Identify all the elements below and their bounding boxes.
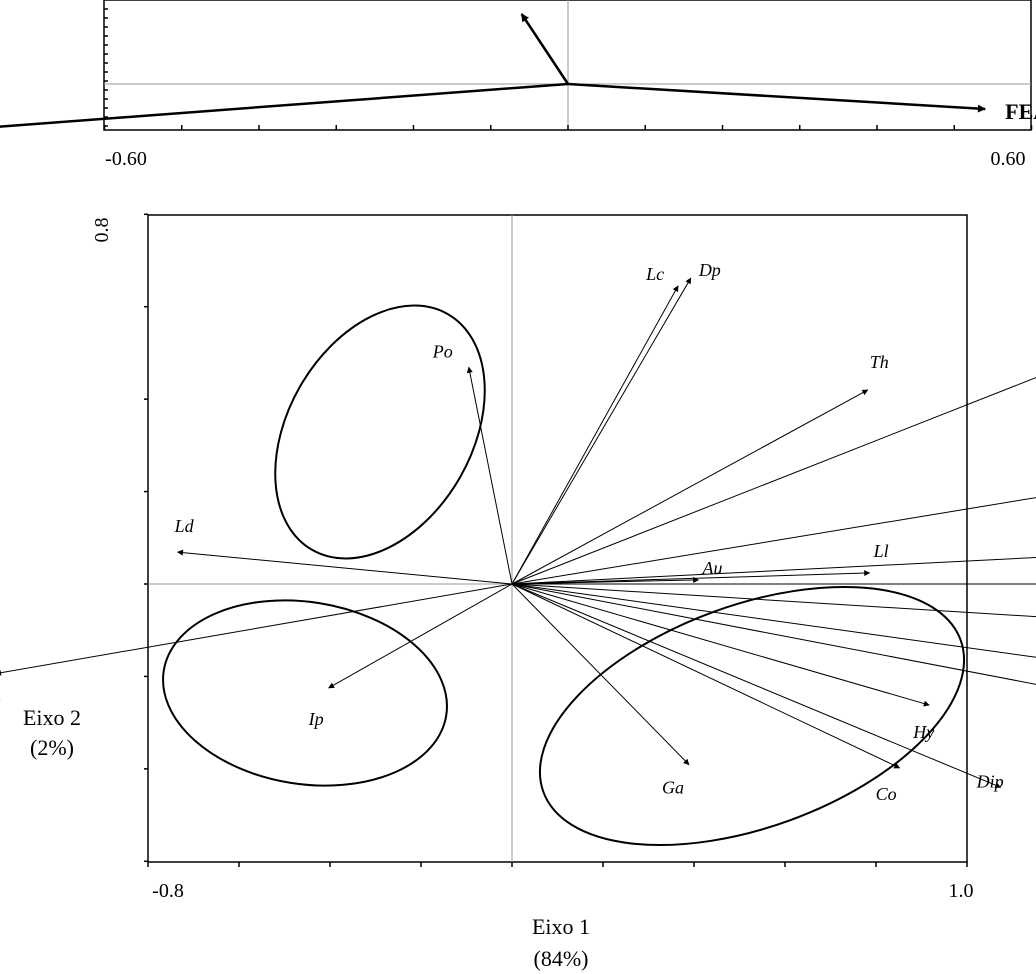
taxa-group-ellipses bbox=[162, 304, 966, 847]
x-axis-title: Eixo 1 bbox=[532, 914, 590, 939]
taxon-vector-ll bbox=[511, 570, 871, 585]
taxa-vectors: LcDpSyThOrEnLlAuFoAcAraIsHyDipCoGaIpHeLd… bbox=[0, 260, 1036, 804]
taxon-label-ga: Ga bbox=[662, 778, 684, 798]
env-x-tick-min: -0.60 bbox=[105, 148, 147, 170]
taxon-label-th: Th bbox=[870, 352, 889, 372]
y-axis-pct: (2%) bbox=[30, 735, 74, 760]
taxon-label-ll: Ll bbox=[873, 541, 889, 561]
taxon-label-dip: Dip bbox=[976, 771, 1004, 791]
taxon-vector-en bbox=[511, 557, 1036, 585]
taxon-label-ld: Ld bbox=[174, 516, 195, 536]
taxon-label-he: He bbox=[0, 692, 1, 712]
env-vector-fem bbox=[520, 13, 570, 85]
env-panel: FEMFEAFEI -0.60 0.60 bbox=[0, 0, 1036, 170]
taxon-label-co: Co bbox=[876, 784, 897, 804]
group-ellipse-1 bbox=[274, 304, 486, 560]
y-axis-title: Eixo 2 bbox=[23, 705, 81, 730]
taxon-vector-ara bbox=[511, 583, 1036, 658]
taxa-x-tick-min: -0.8 bbox=[152, 880, 184, 902]
taxon-vector-sy bbox=[511, 377, 1036, 585]
taxon-vector-th bbox=[511, 389, 869, 585]
taxa-panel: LcDpSyThOrEnLlAuFoAcAraIsHyDipCoGaIpHeLd… bbox=[0, 213, 1036, 971]
env-ticks bbox=[103, 8, 1033, 130]
taxon-label-po: Po bbox=[432, 341, 453, 361]
taxa-y-tick-top: 0.8 bbox=[91, 218, 113, 243]
taxon-label-hy: Hy bbox=[912, 722, 934, 742]
env-vector-fea bbox=[567, 82, 986, 113]
taxon-vector-po bbox=[466, 366, 513, 585]
x-axis-pct: (84%) bbox=[534, 946, 589, 971]
taxon-vector-co bbox=[511, 583, 901, 769]
env-vector-fei bbox=[0, 82, 569, 128]
env-x-tick-max: 0.60 bbox=[991, 148, 1026, 170]
taxon-vector-is bbox=[511, 583, 1036, 685]
taxon-vector-ld bbox=[176, 549, 513, 585]
taxon-vector-ac bbox=[511, 583, 1036, 618]
taxon-vector-au bbox=[511, 576, 700, 585]
taxon-label-lc: Lc bbox=[645, 264, 664, 284]
taxon-label-ip: Ip bbox=[308, 709, 324, 729]
env-label-fea: FEA bbox=[1005, 99, 1036, 124]
env-vectors: FEMFEAFEI bbox=[0, 13, 1036, 128]
taxon-vector-or bbox=[511, 497, 1036, 585]
taxon-vector-lc bbox=[511, 285, 679, 585]
taxon-vector-dip bbox=[511, 583, 1002, 789]
taxa-plot-frame bbox=[147, 214, 968, 863]
taxa-ticks bbox=[144, 213, 968, 867]
group-ellipse-2 bbox=[162, 599, 448, 787]
taxon-label-au: Au bbox=[702, 558, 723, 578]
group-ellipse-3 bbox=[538, 585, 966, 847]
taxon-vector-dp bbox=[511, 277, 692, 585]
taxon-vector-hy bbox=[511, 583, 930, 707]
taxon-vector-ga bbox=[511, 583, 690, 766]
taxon-vector-he bbox=[0, 583, 513, 676]
taxon-vector-ip bbox=[328, 583, 513, 689]
taxon-label-dp: Dp bbox=[698, 260, 721, 280]
taxa-x-tick-max: 1.0 bbox=[949, 880, 974, 902]
